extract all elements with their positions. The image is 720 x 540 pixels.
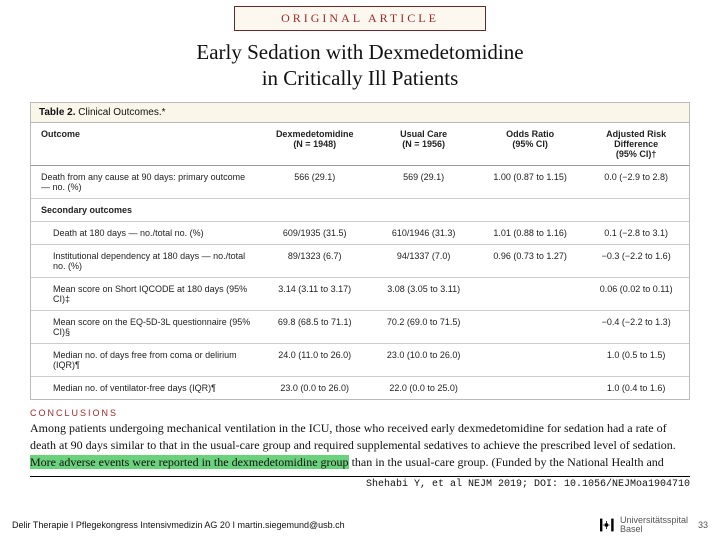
table-row: Institutional dependency at 180 days — n… (31, 244, 689, 277)
highlighted-finding: More adverse events were reported in the… (30, 455, 349, 469)
slide: ORIGINAL ARTICLE Early Sedation with Dex… (0, 0, 720, 540)
table-row: Death from any cause at 90 days: primary… (31, 165, 689, 198)
title-line1: Early Sedation with Dexmedetomidine (196, 40, 523, 64)
table-row: Median no. of ventilator-free days (IQR)… (31, 376, 689, 399)
conclusions: CONCLUSIONS Among patients undergoing me… (30, 408, 690, 472)
logo-icon (600, 518, 616, 532)
conclusions-heading: CONCLUSIONS (30, 408, 690, 418)
conclusions-text: Among patients undergoing mechanical ven… (30, 420, 690, 472)
col-ard: Adjusted RiskDifference(95% CI)† (583, 123, 689, 166)
hospital-logo: UniversitätsspitalBasel 33 (600, 516, 708, 534)
col-dex: Dexmedetomidine(N = 1948) (259, 123, 370, 166)
table-row: Median no. of days free from coma or del… (31, 343, 689, 376)
original-article-banner: ORIGINAL ARTICLE (234, 6, 486, 31)
col-or: Odds Ratio(95% CI) (477, 123, 583, 166)
table2: Table 2. Clinical Outcomes.* Outcome Dex… (30, 102, 690, 400)
article-title: Early Sedation with Dexmedetomidine in C… (30, 39, 690, 92)
citation: Shehabi Y, et al NEJM 2019; DOI: 10.1056… (30, 476, 690, 490)
table-header-row: Outcome Dexmedetomidine(N = 1948) Usual … (31, 123, 689, 166)
table-caption-bold: Table 2. (39, 107, 76, 118)
col-usual: Usual Care(N = 1956) (370, 123, 476, 166)
table-row: Mean score on Short IQCODE at 180 days (… (31, 277, 689, 310)
footer-text: Delir Therapie I Pflegekongress Intensiv… (12, 520, 345, 530)
slide-footer: Delir Therapie I Pflegekongress Intensiv… (12, 516, 708, 534)
page-number: 33 (698, 520, 708, 530)
secondary-header: Secondary outcomes (31, 198, 689, 221)
table-row: Death at 180 days — no./total no. (%) 60… (31, 221, 689, 244)
table-caption-text: Clinical Outcomes.* (76, 107, 166, 118)
table-caption: Table 2. Clinical Outcomes.* (31, 103, 689, 123)
outcomes-table: Outcome Dexmedetomidine(N = 1948) Usual … (31, 123, 689, 399)
col-outcome: Outcome (31, 123, 259, 166)
title-line2: in Critically Ill Patients (262, 66, 459, 90)
table-row: Mean score on the EQ-5D-3L questionnaire… (31, 310, 689, 343)
